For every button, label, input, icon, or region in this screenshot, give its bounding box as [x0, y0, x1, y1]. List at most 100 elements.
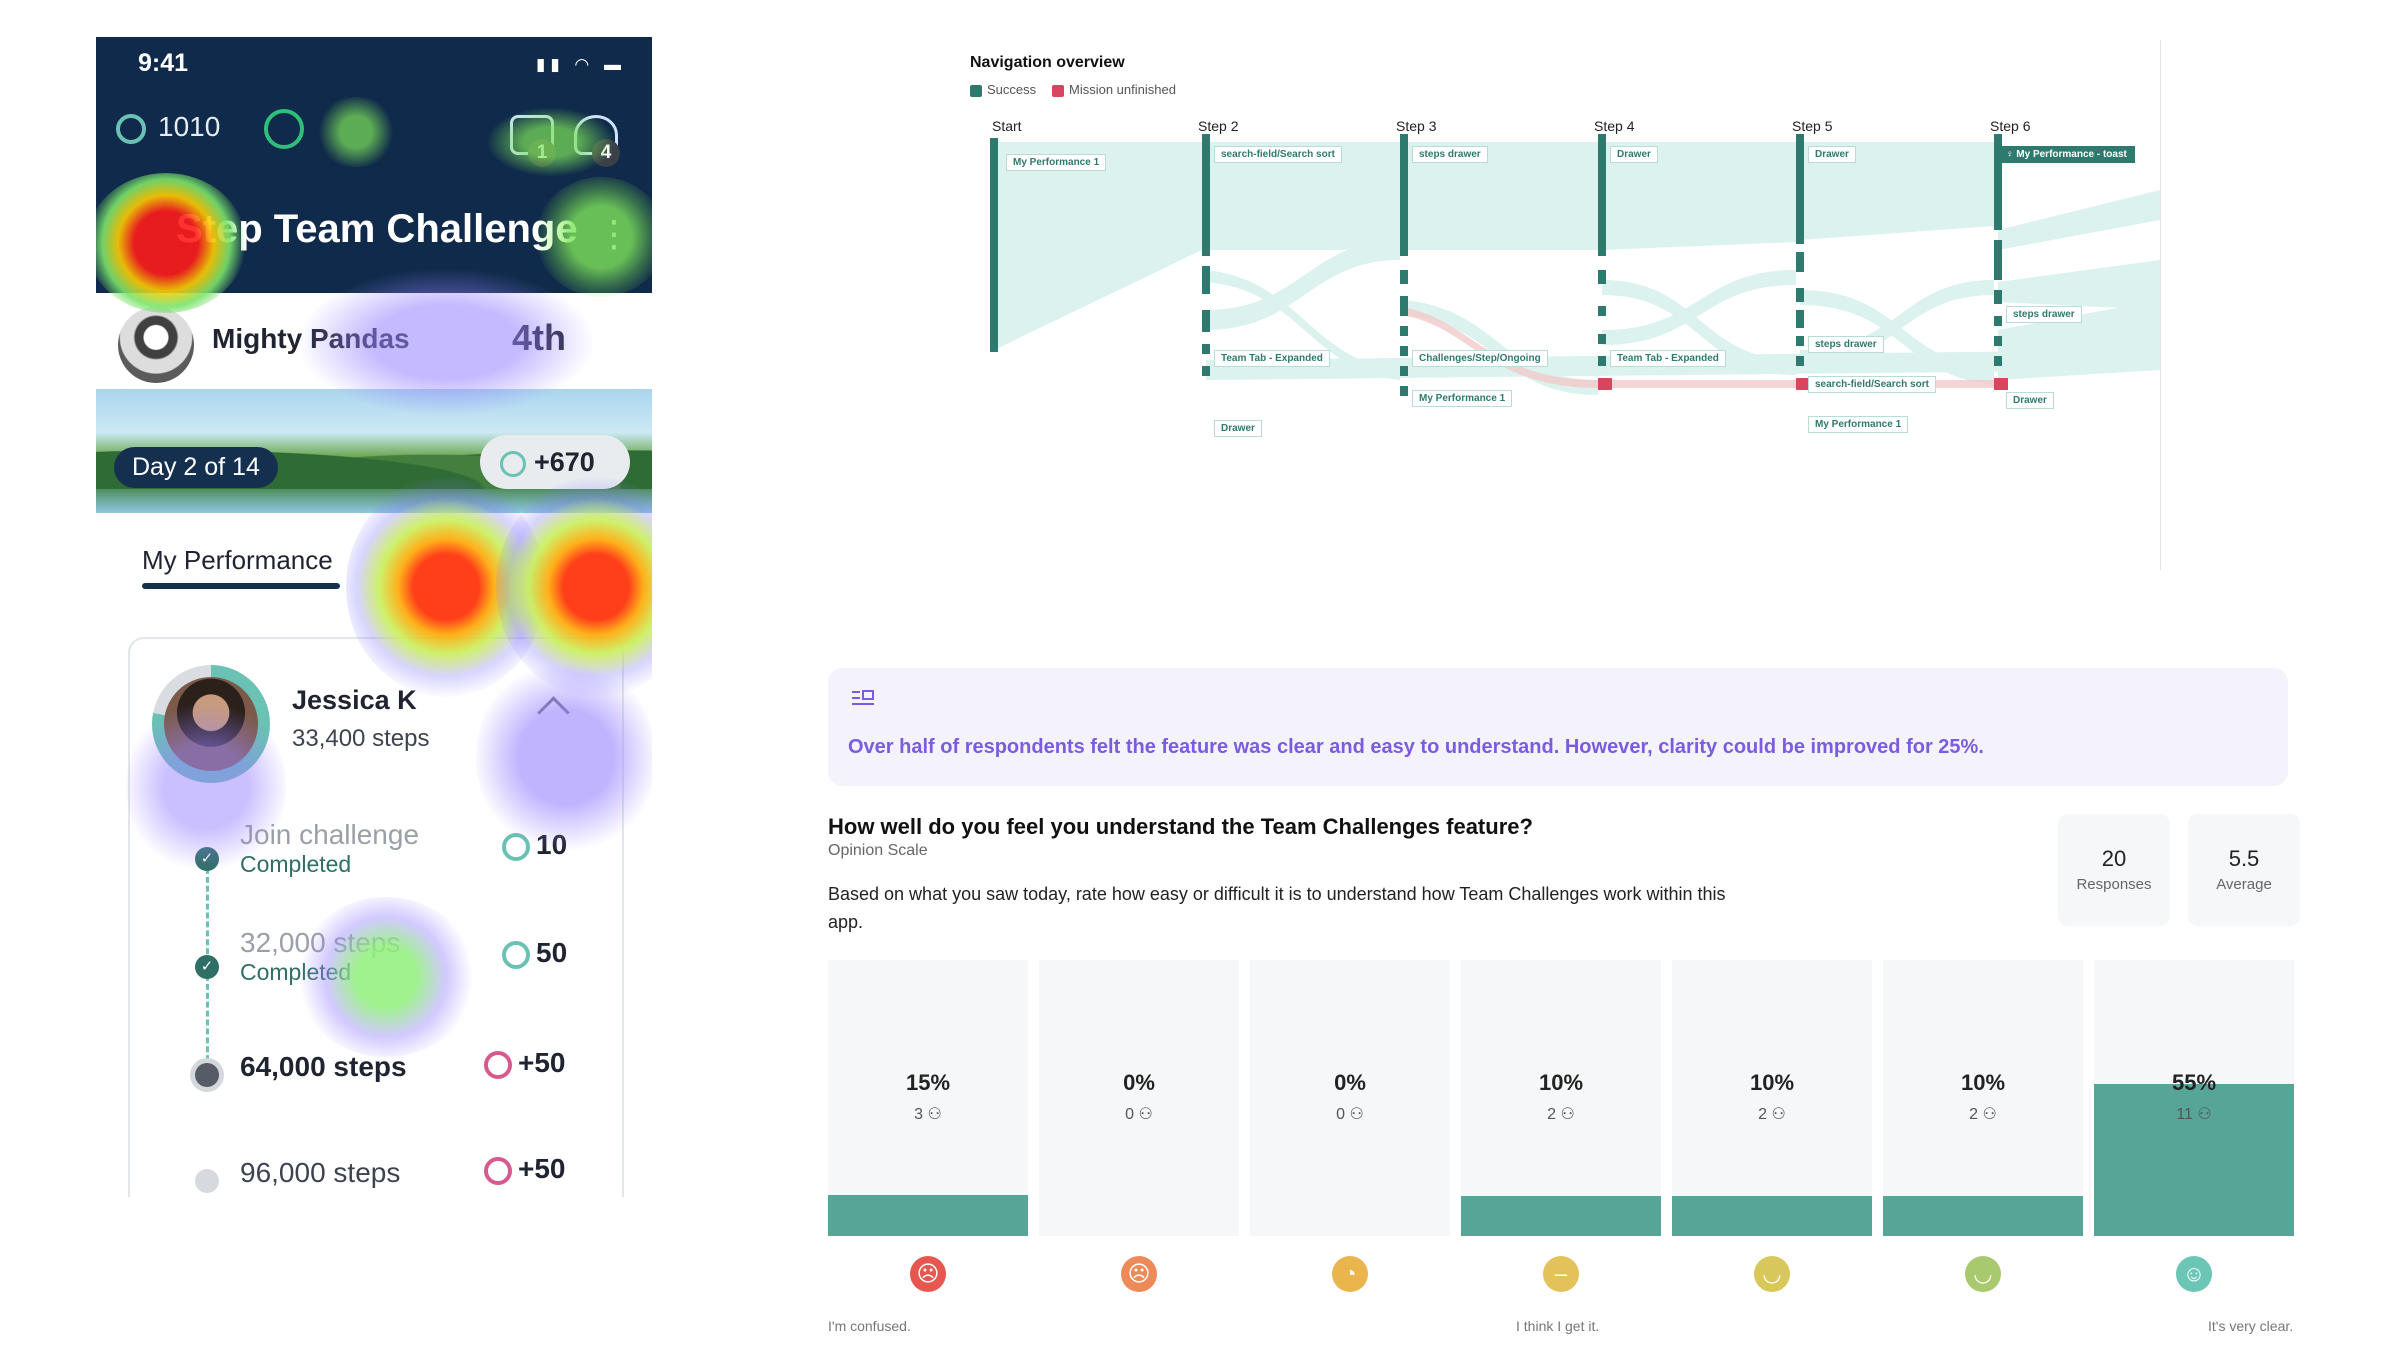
average-stat: 5.5 Average — [2188, 814, 2300, 926]
node-label[interactable]: My Performance 1 — [1412, 390, 1513, 407]
people-icon: ⚇ — [1978, 1106, 1997, 1123]
current-milestone-dot — [195, 1063, 219, 1087]
legend-unfinished: Mission unfinished — [1052, 82, 1176, 97]
profile-steps: 33,400 steps — [292, 725, 430, 752]
team-name: Mighty Pandas — [212, 323, 410, 354]
mobile-app-screen: 9:41 ▮▮ ◠ ▬ 1010 1 4 Step Team Challenge… — [96, 37, 652, 1197]
node-bar — [1598, 334, 1606, 344]
bar-column: 10% 2 ⚇ — [1461, 960, 1661, 1236]
bar-count-label: 2 ⚇ — [1969, 1106, 1997, 1123]
node-bar — [1796, 288, 1804, 302]
bar-count-label: 11 ⚇ — [2176, 1106, 2212, 1123]
people-icon: ⚇ — [1767, 1106, 1786, 1123]
node-label[interactable]: Team Tab - Expanded — [1214, 350, 1330, 367]
node-bar — [1202, 310, 1210, 332]
step-label: Step 4 — [1594, 118, 1635, 134]
question-title: How well do you feel you understand the … — [828, 814, 1533, 839]
flow — [1404, 300, 1598, 395]
grin-face-icon[interactable]: ☺ — [2176, 1256, 2212, 1292]
bar — [1883, 1196, 2083, 1236]
nav-title: Navigation overview — [970, 54, 1125, 71]
node-bar — [1994, 356, 2002, 366]
node-bar — [1400, 366, 1408, 376]
flow — [1602, 142, 1796, 250]
smile-face-icon[interactable]: ◡ — [1965, 1256, 2001, 1292]
flow — [1206, 270, 1400, 380]
milestone-reward: +50 — [484, 1153, 566, 1185]
points-value: 1010 — [158, 111, 221, 142]
more-options-icon[interactable]: ⋮ — [596, 213, 632, 254]
bonus-pill[interactable]: +670 — [480, 435, 630, 489]
node-label[interactable]: Team Tab - Expanded — [1610, 350, 1726, 367]
node-bar — [1796, 356, 1804, 366]
node-bar — [1400, 296, 1408, 316]
coin-icon — [502, 832, 530, 861]
heart-coin-icon — [484, 1156, 512, 1185]
node-label[interactable]: Drawer — [2006, 392, 2054, 409]
node-label[interactable]: search-field/Search sort — [1214, 146, 1342, 163]
step-label: Start — [992, 118, 1022, 134]
node-label[interactable]: steps drawer — [1412, 146, 1488, 163]
milestone-title: 32,000 steps — [240, 927, 401, 958]
node-label[interactable]: Challenges/Step/Ongoing — [1412, 350, 1548, 367]
legend-swatch — [1052, 84, 1064, 97]
confused-face-icon[interactable]: ◔ — [1332, 1256, 1368, 1292]
bar — [828, 1194, 1028, 1236]
node-label[interactable]: Drawer — [1808, 146, 1856, 163]
todo-milestone-dot — [195, 1169, 219, 1193]
points-display[interactable]: 1010 — [116, 111, 220, 144]
scale-label-low: I'm confused. — [828, 1318, 911, 1334]
people-icon: ⚇ — [1556, 1106, 1575, 1123]
node-label[interactable]: Drawer — [1214, 420, 1262, 437]
sad-face-icon[interactable]: ☹ — [1121, 1256, 1157, 1292]
step-label: Step 3 — [1396, 118, 1437, 134]
slight-smile-face-icon[interactable]: ◡ — [1754, 1256, 1790, 1292]
flow — [1206, 142, 1400, 250]
scale-label-mid: I think I get it. — [1516, 1318, 1600, 1334]
milestone-title: 64,000 steps — [240, 1051, 407, 1082]
node-bar — [1796, 378, 1810, 390]
people-icon: ⚇ — [923, 1106, 942, 1123]
node-bar — [1202, 366, 1210, 376]
flow — [1800, 142, 1994, 240]
step-label: Step 2 — [1198, 118, 1239, 134]
insight-text: Over half of respondents felt the featur… — [848, 736, 1984, 758]
stat-label: Average — [2216, 876, 2272, 893]
activity-icon[interactable] — [264, 109, 304, 149]
node-bar — [1400, 326, 1408, 336]
summary-icon — [852, 690, 874, 705]
flow — [1602, 280, 1796, 375]
milestone-reward: +50 — [484, 1047, 566, 1079]
node-bar — [1994, 378, 2008, 390]
question-description: Based on what you saw today, rate how ea… — [828, 884, 1726, 932]
node-label[interactable]: Drawer — [1610, 146, 1658, 163]
milestone-status: Completed — [240, 851, 352, 877]
node-bar — [1400, 270, 1408, 284]
flow — [1404, 142, 1598, 250]
node-label[interactable]: My Performance 1 — [1006, 154, 1107, 171]
bar-value-label: 15% — [905, 1070, 951, 1095]
tab-my-performance[interactable]: My Performance — [142, 545, 333, 575]
frown-face-icon[interactable]: ☹ — [910, 1256, 946, 1292]
neutral-face-icon[interactable]: – — [1543, 1256, 1579, 1292]
step-label: Step 6 — [1990, 118, 2031, 134]
coin-icon — [500, 450, 526, 477]
node-label[interactable]: search-field/Search sort — [1808, 376, 1936, 393]
team-rank: 4th — [512, 317, 566, 358]
node-label[interactable]: steps drawer — [2006, 306, 2082, 323]
node-bar — [1994, 336, 2002, 346]
people-icon: ⚇ — [1345, 1106, 1364, 1123]
node-label[interactable]: steps drawer — [1808, 336, 1884, 353]
node-label[interactable]: My Performance 1 — [1808, 416, 1909, 433]
node-label-toast[interactable]: ♀ My Performance - toast — [1998, 146, 2135, 163]
milestone-title: 96,000 steps — [240, 1157, 401, 1188]
node-bar — [1994, 240, 2002, 280]
flow — [994, 142, 1202, 350]
bar-column: 10% 2 ⚇ — [1672, 960, 1872, 1236]
bulb-icon: ♀ — [2006, 149, 2017, 160]
node-bar — [1994, 290, 2002, 304]
people-icon: ⚇ — [2192, 1106, 2212, 1123]
stat-value: 5.5 — [2228, 846, 2260, 871]
node-bar — [1994, 134, 2002, 230]
sankey-nodes — [990, 134, 2002, 396]
